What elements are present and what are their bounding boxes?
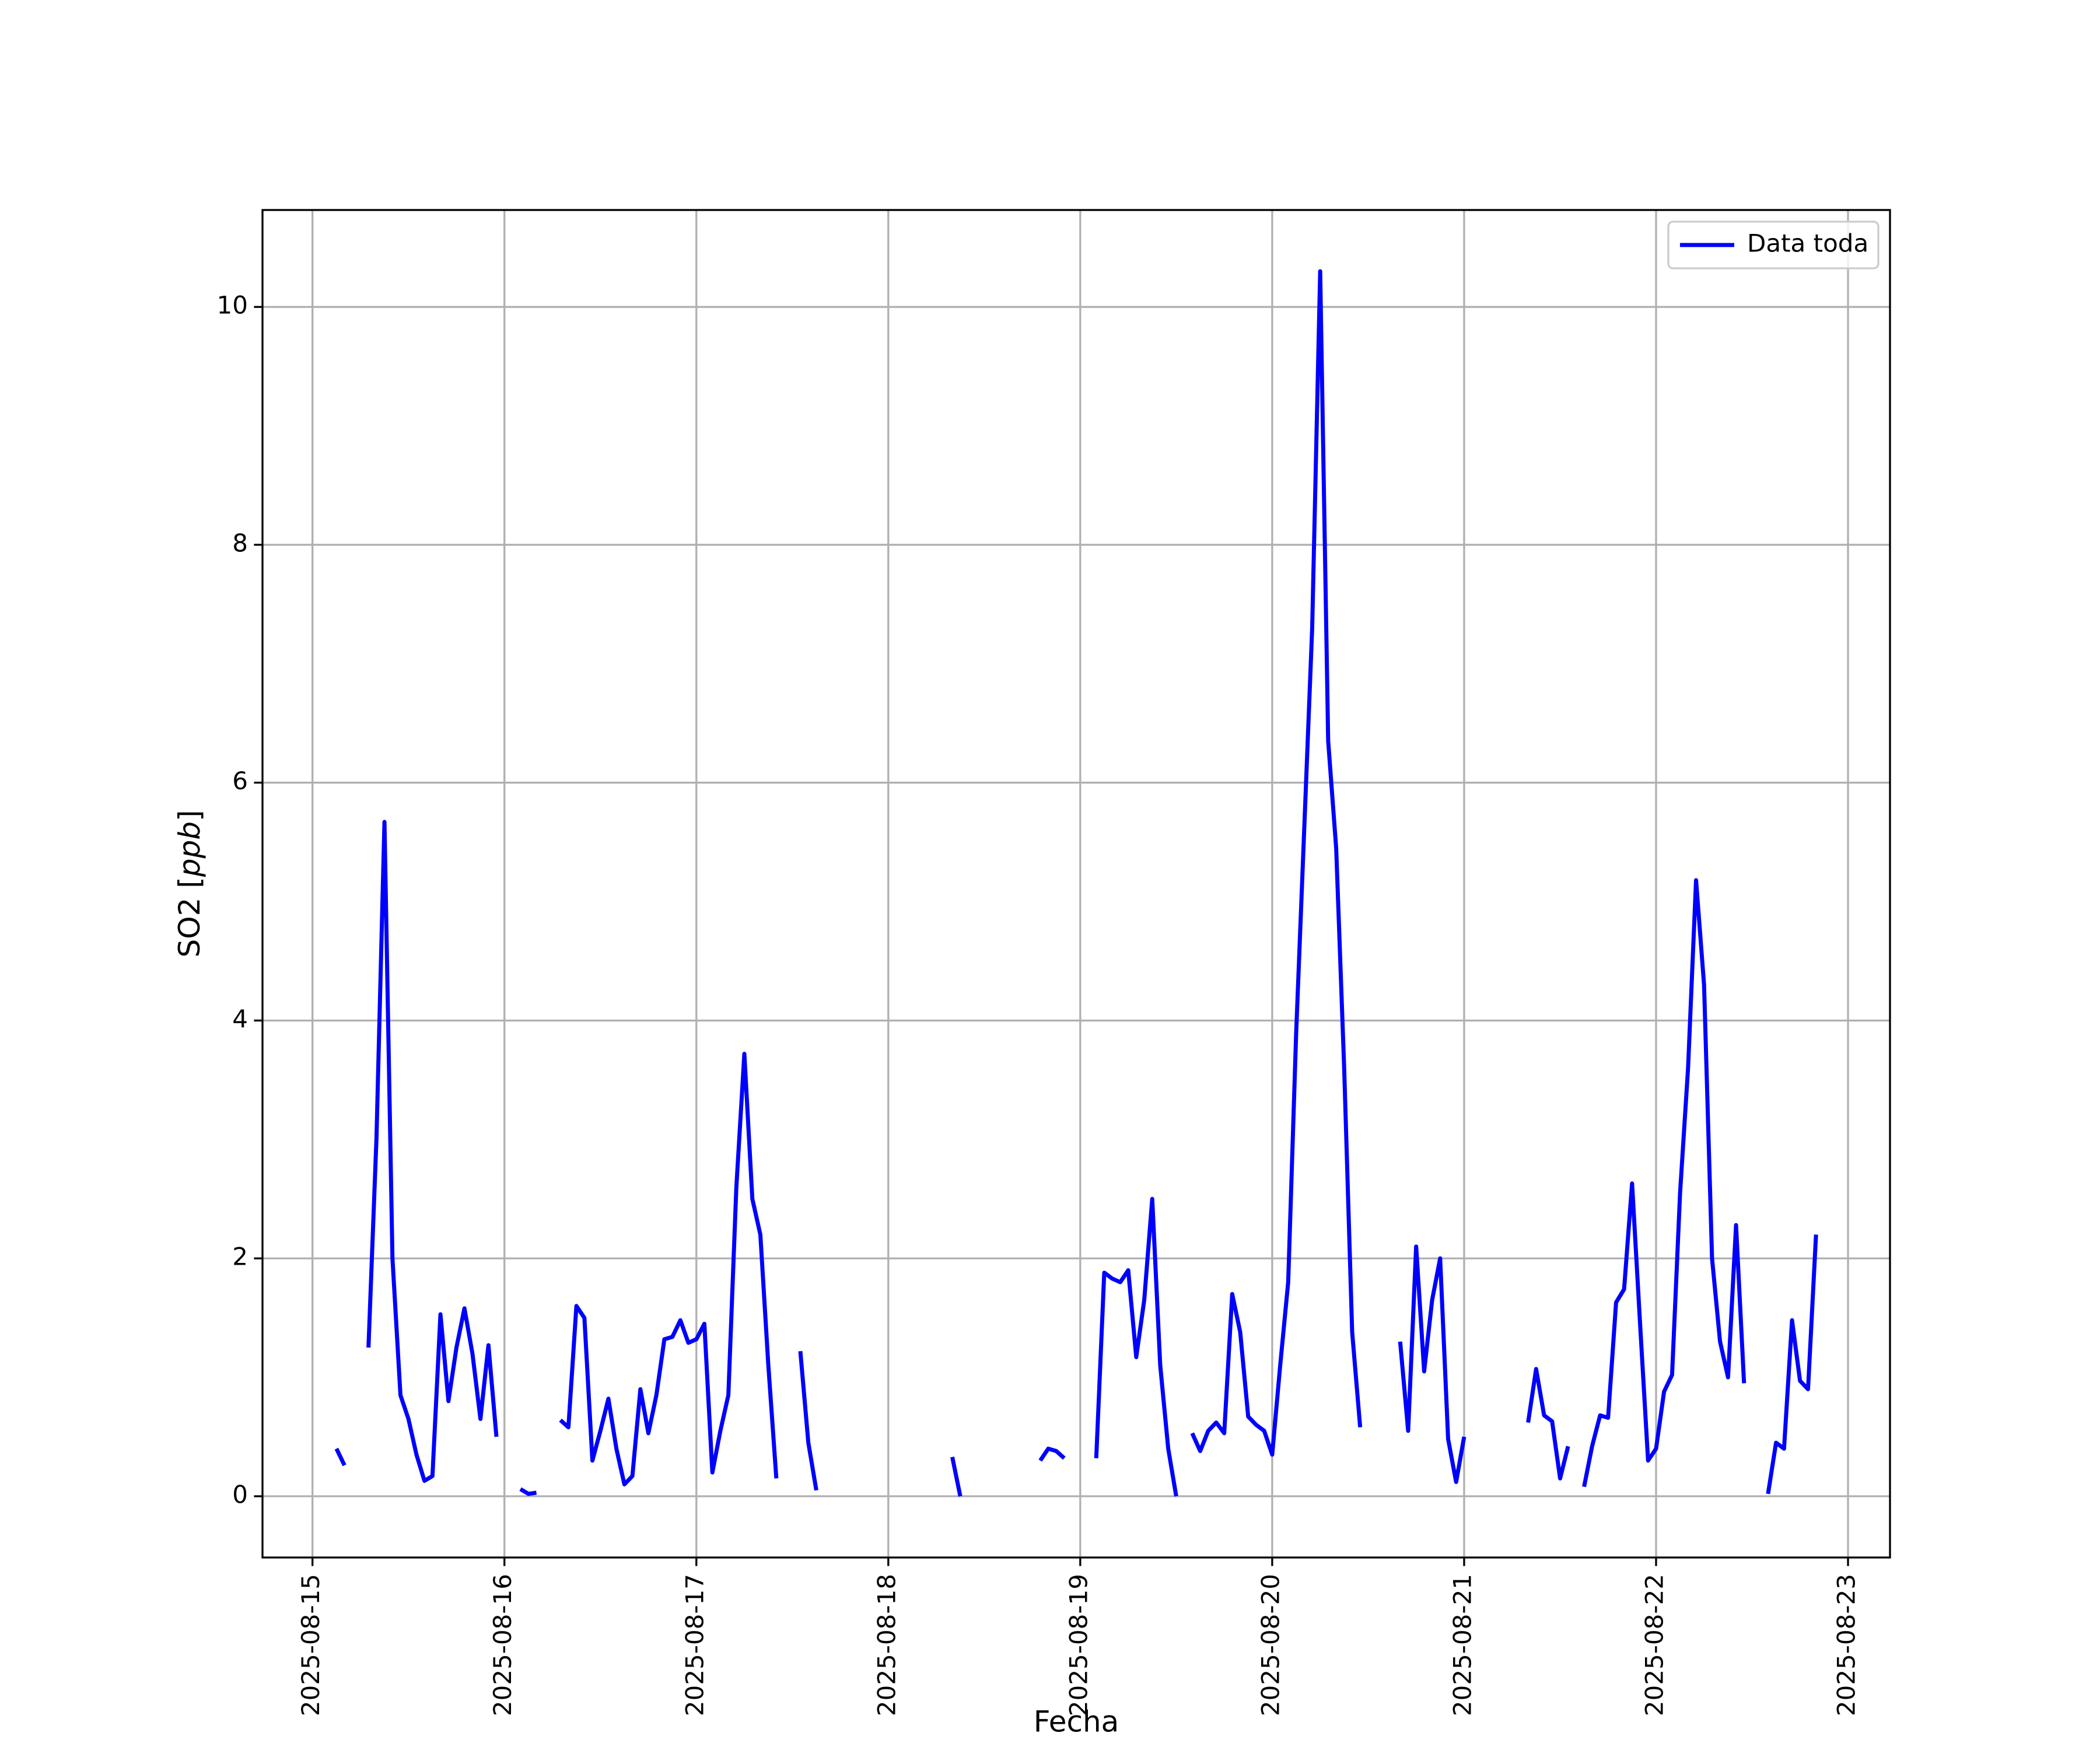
- x-tick-label: 2025-08-19: [1064, 1574, 1093, 1716]
- legend: Data toda: [1667, 220, 1880, 270]
- y-tick-label: 8: [232, 528, 248, 557]
- x-tick-label: 2025-08-21: [1448, 1574, 1476, 1716]
- x-tick-label: 2025-08-18: [872, 1574, 901, 1716]
- y-tick-label: 6: [232, 766, 248, 795]
- plot-frame: [261, 209, 1891, 1559]
- x-tick-label: 2025-08-23: [1832, 1574, 1861, 1716]
- x-tick-label: 2025-08-16: [488, 1574, 517, 1716]
- y-axis-label: SO2 [ppb]: [173, 810, 206, 957]
- y-tick-label: 2: [232, 1242, 248, 1271]
- x-tick-label: 2025-08-20: [1256, 1574, 1284, 1716]
- x-tick-label: 2025-08-17: [680, 1574, 709, 1716]
- data-line: [334, 269, 1818, 1497]
- x-tick-label: 2025-08-15: [296, 1574, 325, 1716]
- x-tick-label: 2025-08-22: [1640, 1574, 1668, 1716]
- grid: [262, 210, 1890, 1558]
- y-tick-label: 0: [232, 1480, 248, 1509]
- y-tick-label: 10: [217, 291, 248, 320]
- x-axis-label: Fecha: [1034, 1705, 1119, 1739]
- legend-box: [1667, 220, 1880, 270]
- legend-label: Data toda: [1747, 229, 1868, 258]
- y-tick-label: 4: [232, 1005, 248, 1033]
